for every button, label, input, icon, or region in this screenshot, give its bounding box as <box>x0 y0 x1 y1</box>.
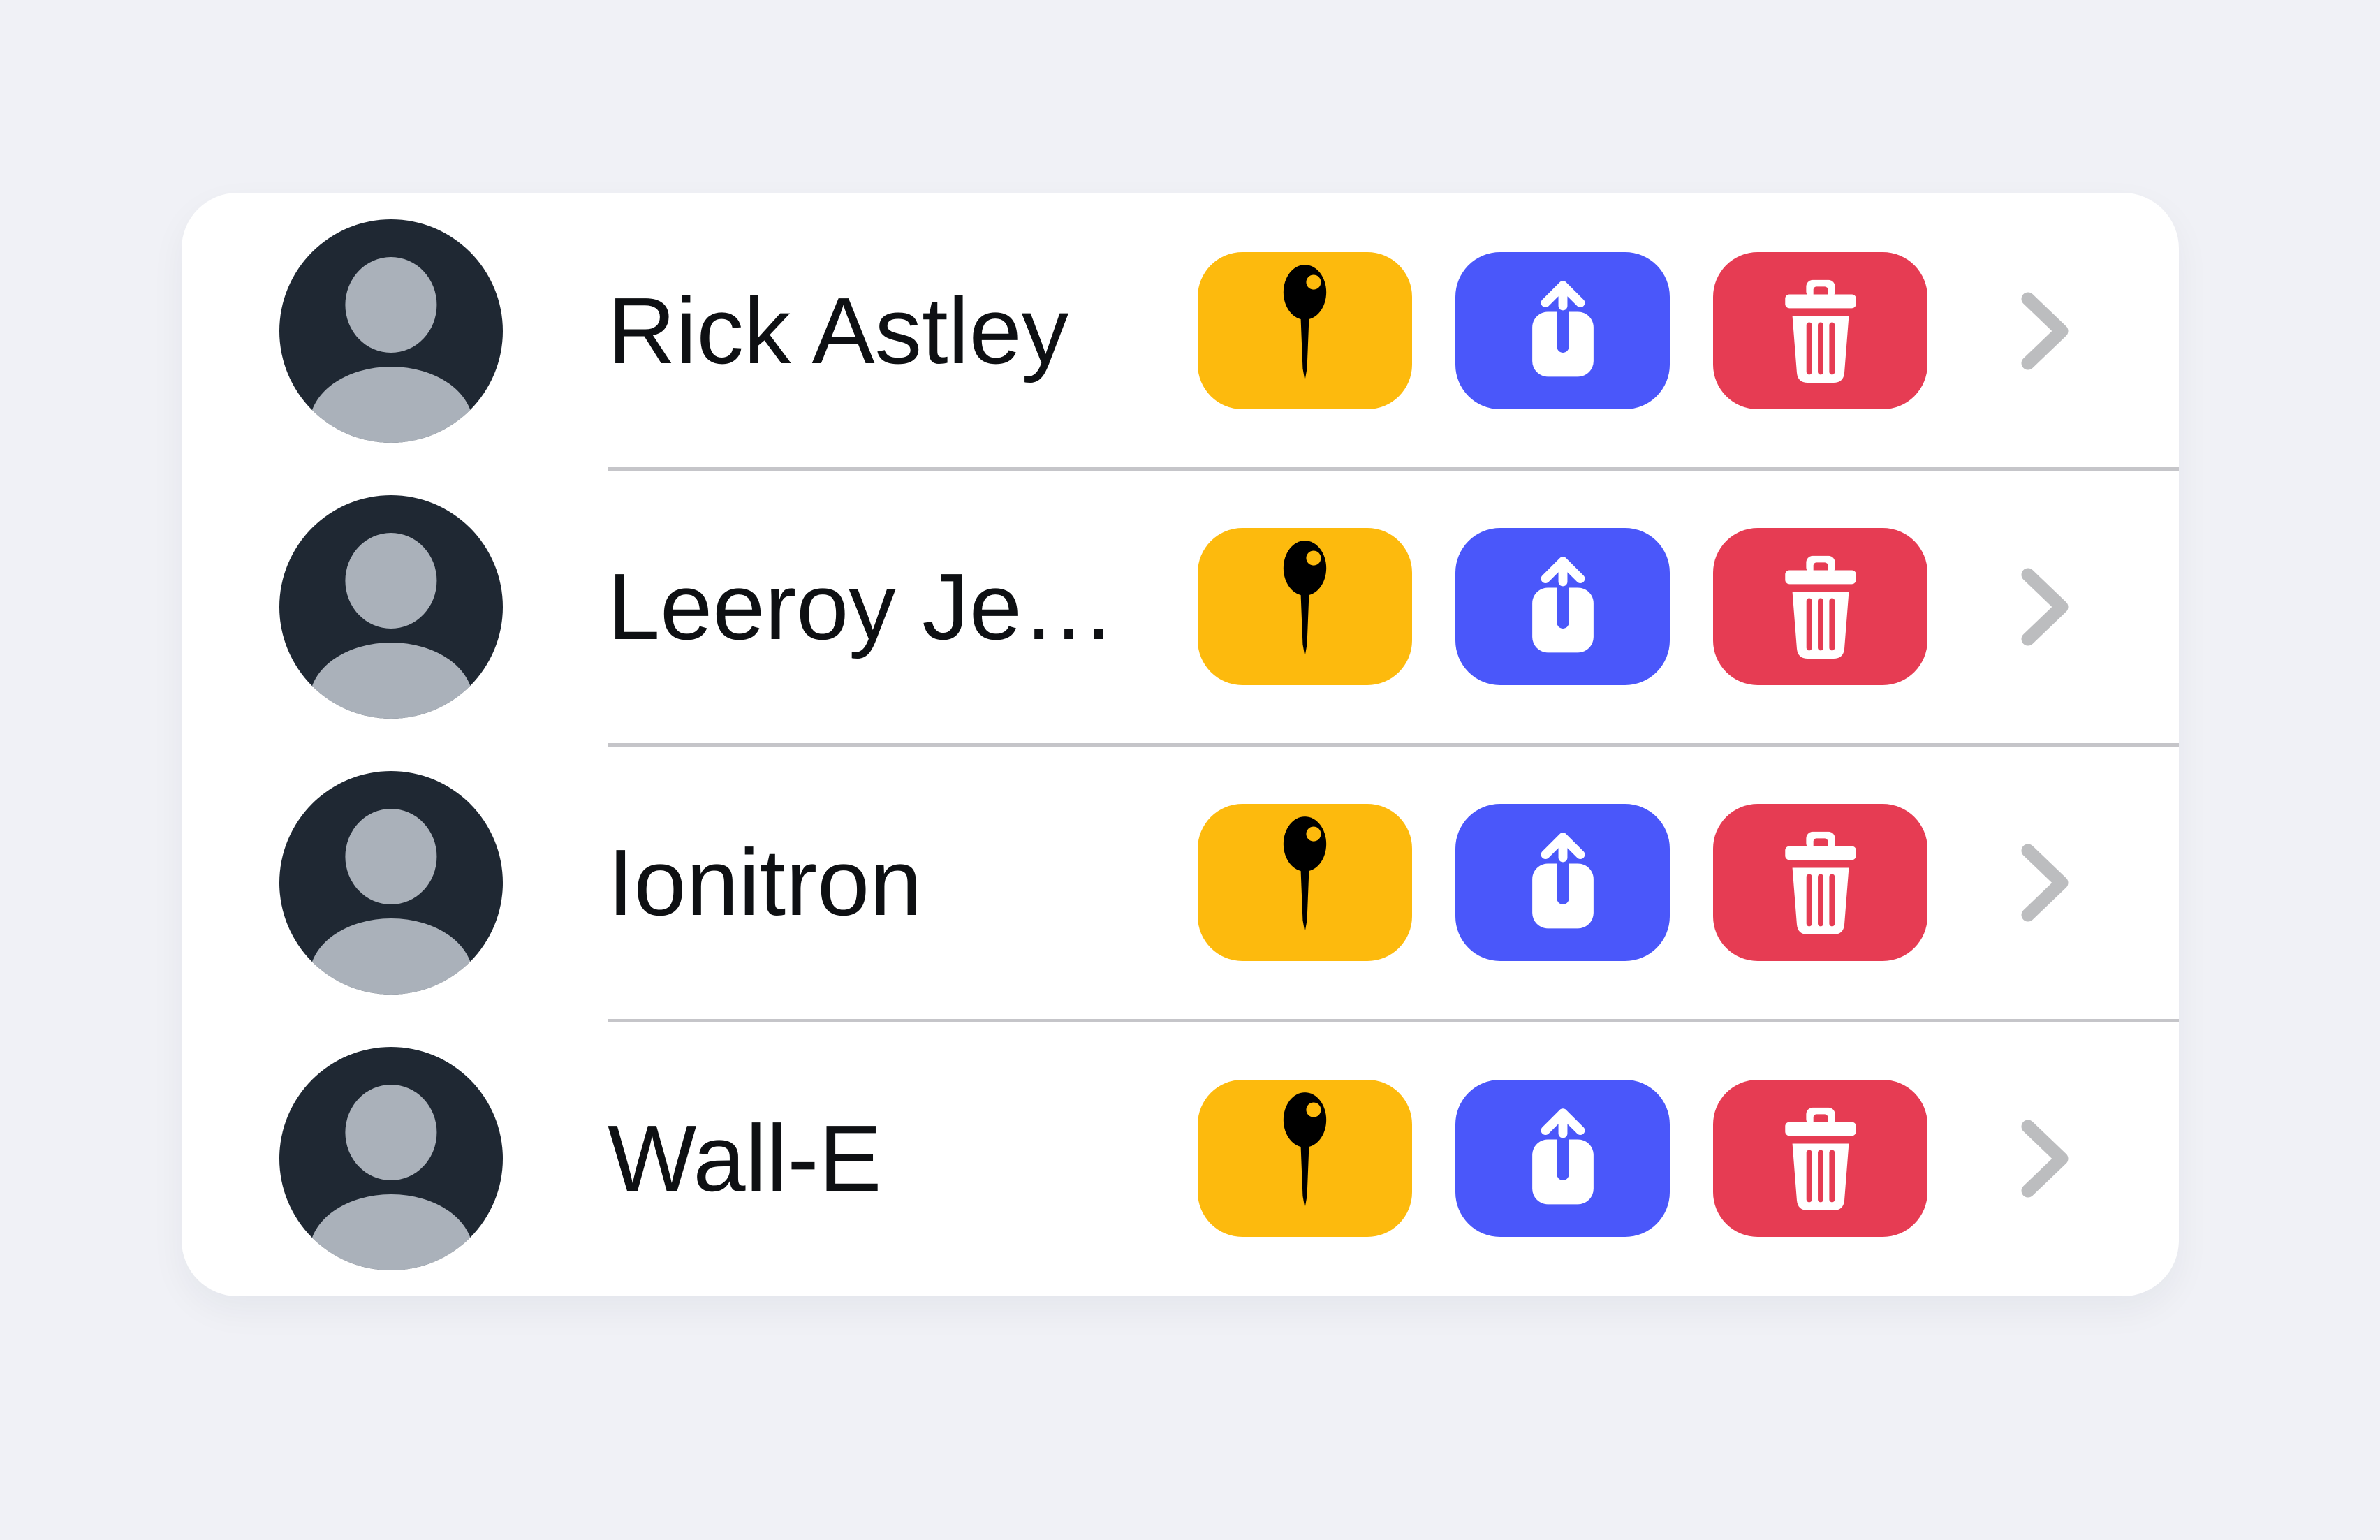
share-button[interactable] <box>1455 804 1670 961</box>
share-button[interactable] <box>1455 1080 1670 1237</box>
share-icon <box>1531 556 1594 652</box>
avatar-shoulders-shape <box>309 918 473 995</box>
row-divider <box>608 1018 2179 1022</box>
contact-row[interactable]: Rick Astley <box>182 193 2179 469</box>
avatar-shoulders-shape <box>309 366 473 443</box>
pin-button[interactable] <box>1198 252 1412 409</box>
contact-list-card: Rick Astley <box>182 193 2179 1296</box>
chevron-right-icon[interactable] <box>2018 1117 2071 1201</box>
delete-button[interactable] <box>1713 252 1927 409</box>
delete-button[interactable] <box>1713 1080 1927 1237</box>
pin-icon <box>1283 540 1327 657</box>
pin-icon <box>1283 264 1327 381</box>
share-icon <box>1531 1108 1594 1204</box>
row-actions <box>1198 1080 1927 1237</box>
avatar-head-shape <box>345 1084 437 1181</box>
pin-icon <box>1283 816 1327 932</box>
delete-button[interactable] <box>1713 804 1927 961</box>
trash-icon <box>1784 831 1856 934</box>
avatar <box>279 219 503 443</box>
chevron-right-icon[interactable] <box>2018 565 2071 649</box>
share-button[interactable] <box>1455 252 1670 409</box>
delete-button[interactable] <box>1713 528 1927 685</box>
row-divider <box>608 467 2179 471</box>
row-divider <box>608 742 2179 747</box>
contact-name: Wall-E <box>608 1105 882 1211</box>
chevron-right-icon[interactable] <box>2018 841 2071 925</box>
contact-name: Rick Astley <box>608 277 1069 383</box>
trash-icon <box>1784 279 1856 383</box>
row-actions <box>1198 528 1927 685</box>
avatar-head-shape <box>345 256 437 353</box>
share-button[interactable] <box>1455 528 1670 685</box>
contact-name: Leeroy Je… <box>608 553 1116 659</box>
contact-row[interactable]: Wall-E <box>182 1018 2179 1296</box>
avatar-head-shape <box>345 532 437 629</box>
contact-name: Ionitron <box>608 829 923 935</box>
trash-icon <box>1784 555 1856 659</box>
share-icon <box>1531 832 1594 928</box>
avatar <box>279 770 503 995</box>
trash-icon <box>1784 1107 1856 1210</box>
row-actions <box>1198 252 1927 409</box>
contact-row[interactable]: Ionitron <box>182 742 2179 1020</box>
avatar-head-shape <box>345 808 437 905</box>
avatar-shoulders-shape <box>309 642 473 719</box>
pin-button[interactable] <box>1198 804 1412 961</box>
row-actions <box>1198 804 1927 961</box>
avatar-shoulders-shape <box>309 1194 473 1270</box>
avatar <box>279 1046 503 1270</box>
pin-icon <box>1283 1092 1327 1208</box>
contact-row[interactable]: Leeroy Je… <box>182 467 2179 745</box>
share-icon <box>1531 280 1594 376</box>
pin-button[interactable] <box>1198 528 1412 685</box>
avatar <box>279 494 503 719</box>
pin-button[interactable] <box>1198 1080 1412 1237</box>
chevron-right-icon[interactable] <box>2018 289 2071 373</box>
